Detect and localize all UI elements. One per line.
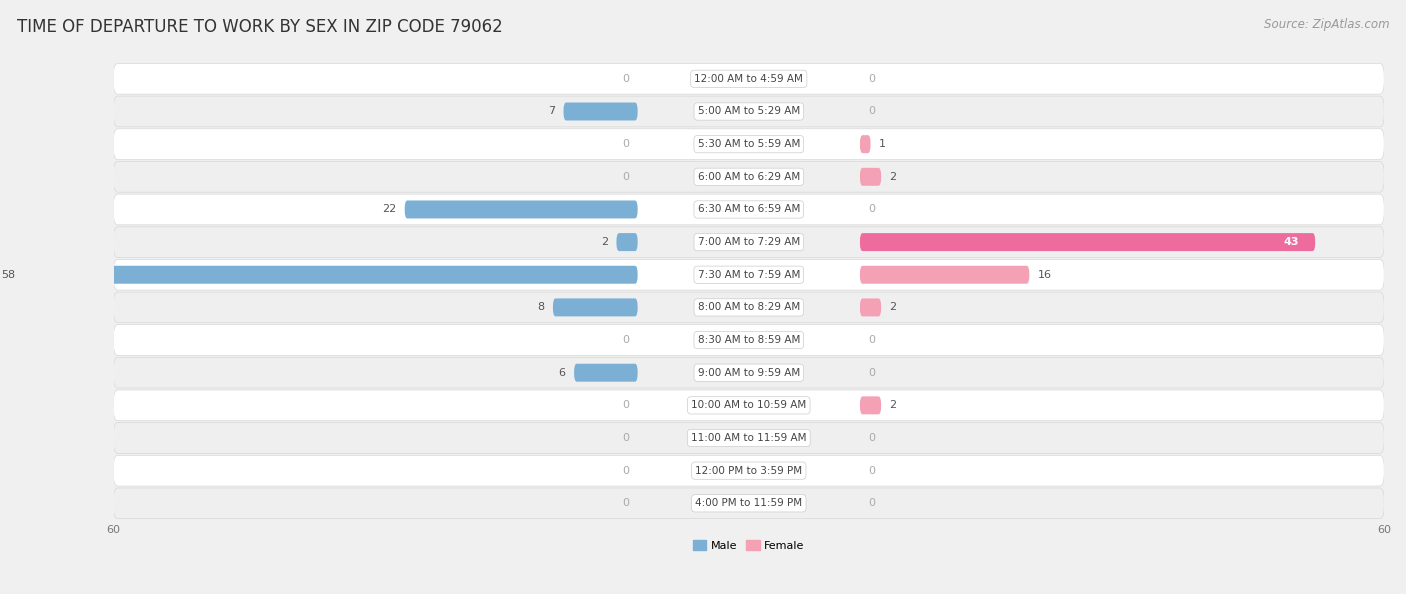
FancyBboxPatch shape [114, 358, 1385, 388]
FancyBboxPatch shape [860, 135, 870, 153]
Text: TIME OF DEPARTURE TO WORK BY SEX IN ZIP CODE 79062: TIME OF DEPARTURE TO WORK BY SEX IN ZIP … [17, 18, 502, 36]
Text: 0: 0 [869, 368, 876, 378]
Text: 5:00 AM to 5:29 AM: 5:00 AM to 5:29 AM [697, 106, 800, 116]
Text: 6:00 AM to 6:29 AM: 6:00 AM to 6:29 AM [697, 172, 800, 182]
FancyBboxPatch shape [860, 396, 882, 415]
Text: 0: 0 [869, 498, 876, 508]
FancyBboxPatch shape [114, 456, 1385, 486]
FancyBboxPatch shape [564, 103, 638, 121]
Text: 7:30 AM to 7:59 AM: 7:30 AM to 7:59 AM [697, 270, 800, 280]
Text: 0: 0 [869, 335, 876, 345]
FancyBboxPatch shape [574, 364, 638, 382]
Text: 0: 0 [621, 498, 628, 508]
Text: 10:00 AM to 10:59 AM: 10:00 AM to 10:59 AM [692, 400, 807, 410]
Text: 8:00 AM to 8:29 AM: 8:00 AM to 8:29 AM [697, 302, 800, 312]
FancyBboxPatch shape [114, 227, 1385, 257]
Text: 12:00 AM to 4:59 AM: 12:00 AM to 4:59 AM [695, 74, 803, 84]
Text: 7:00 AM to 7:29 AM: 7:00 AM to 7:29 AM [697, 237, 800, 247]
FancyBboxPatch shape [114, 292, 1385, 323]
Text: 43: 43 [1284, 237, 1299, 247]
Text: 8:30 AM to 8:59 AM: 8:30 AM to 8:59 AM [697, 335, 800, 345]
Text: 0: 0 [621, 172, 628, 182]
FancyBboxPatch shape [114, 96, 1385, 127]
Text: Source: ZipAtlas.com: Source: ZipAtlas.com [1264, 18, 1389, 31]
Text: 0: 0 [869, 74, 876, 84]
FancyBboxPatch shape [114, 325, 1385, 355]
FancyBboxPatch shape [616, 233, 638, 251]
Text: 6: 6 [558, 368, 565, 378]
Text: 0: 0 [621, 466, 628, 476]
Text: 0: 0 [869, 204, 876, 214]
FancyBboxPatch shape [114, 260, 1385, 290]
Text: 6:30 AM to 6:59 AM: 6:30 AM to 6:59 AM [697, 204, 800, 214]
Text: 2: 2 [600, 237, 607, 247]
FancyBboxPatch shape [860, 298, 882, 317]
FancyBboxPatch shape [114, 162, 1385, 192]
Text: 0: 0 [621, 74, 628, 84]
FancyBboxPatch shape [114, 390, 1385, 421]
Text: 0: 0 [621, 335, 628, 345]
Text: 0: 0 [621, 139, 628, 149]
Text: 0: 0 [869, 106, 876, 116]
Text: 0: 0 [621, 400, 628, 410]
FancyBboxPatch shape [114, 194, 1385, 225]
Text: 8: 8 [537, 302, 544, 312]
Text: 0: 0 [869, 433, 876, 443]
Text: 2: 2 [890, 172, 897, 182]
FancyBboxPatch shape [114, 64, 1385, 94]
FancyBboxPatch shape [860, 266, 1029, 284]
Legend: Male, Female: Male, Female [689, 536, 808, 555]
Text: 11:00 AM to 11:59 AM: 11:00 AM to 11:59 AM [690, 433, 807, 443]
FancyBboxPatch shape [860, 233, 1315, 251]
Text: 16: 16 [1038, 270, 1052, 280]
Text: 5:30 AM to 5:59 AM: 5:30 AM to 5:59 AM [697, 139, 800, 149]
Text: 22: 22 [382, 204, 396, 214]
FancyBboxPatch shape [114, 423, 1385, 453]
FancyBboxPatch shape [405, 200, 638, 219]
FancyBboxPatch shape [114, 129, 1385, 160]
Text: 2: 2 [890, 400, 897, 410]
Text: 0: 0 [869, 466, 876, 476]
FancyBboxPatch shape [24, 266, 638, 284]
Text: 1: 1 [879, 139, 886, 149]
Text: 12:00 PM to 3:59 PM: 12:00 PM to 3:59 PM [695, 466, 803, 476]
FancyBboxPatch shape [114, 488, 1385, 519]
Text: 9:00 AM to 9:59 AM: 9:00 AM to 9:59 AM [697, 368, 800, 378]
FancyBboxPatch shape [553, 298, 638, 317]
Text: 4:00 PM to 11:59 PM: 4:00 PM to 11:59 PM [695, 498, 803, 508]
FancyBboxPatch shape [860, 168, 882, 186]
Text: 0: 0 [621, 433, 628, 443]
Text: 58: 58 [1, 270, 15, 280]
Text: 7: 7 [548, 106, 555, 116]
Text: 2: 2 [890, 302, 897, 312]
